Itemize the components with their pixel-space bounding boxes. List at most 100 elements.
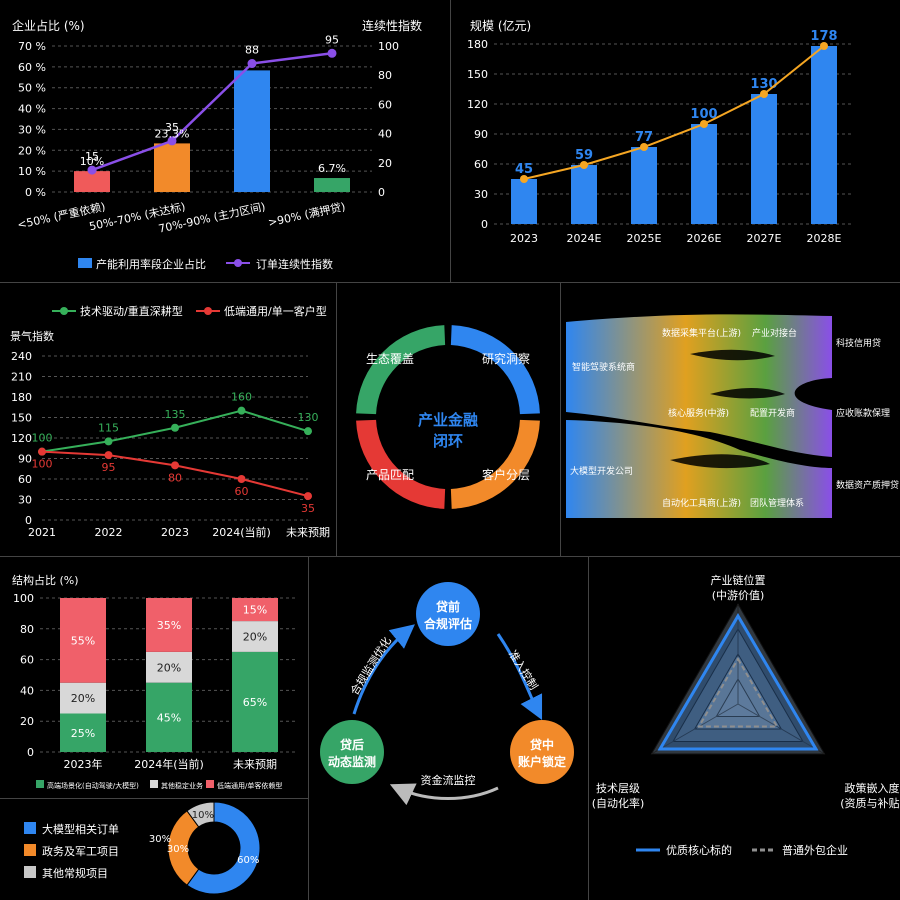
trend-point	[760, 90, 768, 98]
series-point	[167, 136, 177, 146]
stacked-bar-segment	[232, 651, 278, 752]
point-value-label: 100	[32, 432, 53, 445]
point-value-label: 100	[32, 458, 53, 471]
series-point	[237, 406, 246, 415]
series-point	[104, 451, 113, 460]
x-tick-label: 2023年	[64, 757, 103, 771]
series-point	[237, 475, 246, 483]
legend-label-bars: 产能利用率段企业占比	[96, 257, 206, 271]
trend-line	[523, 45, 825, 180]
x-tick-label: 未来预期	[286, 526, 330, 539]
structure-chart-panel: 结构占比 (%) 0 20 40 60 80 100 25% 20% 55% 2023年 45% 2…	[0, 556, 308, 798]
x-tick-label: 2025E	[627, 232, 662, 245]
y2-tick-label: 100	[378, 40, 399, 53]
y-tick-label: 70 %	[18, 40, 46, 53]
series-point	[87, 165, 97, 175]
sankey-middle-label: 自动化工具商(上游)	[662, 497, 741, 509]
scale-chart: 规模 (亿元) 0 30 60 90 120 150 180 45 2023 59 2024E 77…	[467, 18, 854, 245]
sankey-gap	[690, 349, 775, 361]
radar-legend: 优质核心标的 普通外包企业	[636, 843, 848, 857]
segment-value-label: 15%	[243, 604, 267, 617]
bar	[691, 124, 717, 224]
y-tick-label: 50 %	[18, 82, 46, 95]
point-value-label: 115	[98, 421, 119, 434]
sankey-target-label: 科技信用贷	[836, 337, 881, 349]
loop-node	[320, 720, 384, 784]
x-tick-label: 2026E	[687, 232, 722, 245]
y-tick-label: 0	[25, 514, 32, 527]
capacity-chart-panel: 0 % 10 % 20 % 30 % 40 % 50 % 60 % 70 % 0 20 40 60 80…	[0, 0, 450, 282]
legend-label: 政务及军工项目	[42, 844, 119, 858]
slice-value-label: 60%	[237, 855, 259, 866]
point-value-label: 35	[301, 502, 315, 515]
segment-value-label: 25%	[71, 727, 95, 740]
radar-axis-label: 产业链位置	[711, 573, 766, 587]
radar-axis-label: 技术层级	[596, 782, 640, 795]
cycle-segment-label: 客户分层	[482, 467, 530, 482]
y-tick-label: 120	[11, 432, 32, 445]
loop-node	[510, 720, 574, 784]
sankey-gap	[710, 388, 785, 399]
legend-swatch	[150, 780, 158, 788]
sankey-panel: 智能驾驶系统商 大模型开发公司 数据采集平台(上游) 产业对接台 核心服务(中游) 配置开…	[560, 282, 900, 556]
radar-axis-sublabel: (资质与补贴)	[840, 796, 900, 810]
x-tick-label: >90% (满押贷)	[267, 199, 347, 229]
stacked-bar-segment	[146, 651, 192, 683]
segment-value-label: 20%	[243, 631, 267, 644]
legend-label-common: 普通外包企业	[782, 843, 848, 857]
capacity-y2-title: 连续性指数	[362, 18, 422, 33]
cycle-segment	[450, 419, 540, 509]
y-tick-label: 210	[11, 371, 32, 384]
series-point	[304, 492, 312, 501]
cycle-segment-label: 生态覆盖	[366, 352, 414, 366]
flow-arrow	[496, 633, 543, 721]
y-tick-label: 80	[20, 623, 34, 636]
separator	[450, 0, 451, 282]
bar-value-label: 100	[690, 107, 717, 122]
line-value-label: 88	[245, 44, 259, 57]
legend-marker-red	[204, 307, 212, 315]
trend-point	[700, 120, 708, 128]
capacity-y-title: 企业占比 (%)	[12, 18, 85, 33]
legend-swatch-marker	[234, 259, 242, 267]
legend-swatch	[24, 866, 36, 878]
y-tick-label: 150	[467, 68, 488, 81]
flow-arrow-label: 合规监测优化	[347, 634, 394, 697]
segment-value-label: 55%	[71, 634, 95, 647]
y-tick-label: 0 %	[25, 186, 46, 199]
radar-axis-sublabel: (自动化率)	[592, 796, 645, 810]
flow-arrow	[389, 783, 499, 806]
radar-axis-line	[651, 703, 739, 755]
flow-arrow-label: 资金流监控	[421, 773, 476, 787]
bar	[74, 171, 110, 192]
legend-swatch	[24, 844, 36, 856]
sankey-middle-label: 核心服务(中游)	[668, 407, 729, 419]
segment-value-label: 65%	[243, 696, 267, 709]
y-tick-label: 30 %	[18, 123, 46, 136]
segment-value-label: 45%	[157, 711, 181, 724]
series-point	[327, 48, 337, 58]
scale-y-title: 规模 (亿元)	[470, 18, 531, 33]
legend-swatch	[206, 780, 214, 788]
y-tick-label: 20 %	[18, 144, 46, 157]
bar	[511, 179, 537, 224]
sankey-band-bottom	[566, 420, 832, 518]
y-tick-label: 30	[474, 188, 488, 201]
climate-chart: 技术驱动/重直深耕型 低端通用/单一客户型 景气指数 0 30 60 90 120 150…	[10, 304, 330, 539]
cycle-center-line1: 产业金融	[418, 411, 478, 429]
legend-label-line: 订单连续性指数	[256, 257, 333, 271]
cycle-segment-label: 产品匹配	[366, 468, 414, 482]
point-value-label: 135	[165, 408, 186, 421]
y2-tick-label: 0	[378, 186, 385, 199]
y-tick-label: 0	[27, 746, 34, 759]
bar	[234, 70, 270, 192]
y-tick-label: 90	[18, 453, 32, 466]
series-point	[247, 59, 257, 69]
cycle-segment	[356, 419, 446, 509]
climate-chart-panel: 技术驱动/重直深耕型 低端通用/单一客户型 景气指数 0 30 60 90 120 150…	[0, 282, 336, 556]
separator	[560, 282, 561, 556]
radar-axis-line	[737, 703, 825, 755]
